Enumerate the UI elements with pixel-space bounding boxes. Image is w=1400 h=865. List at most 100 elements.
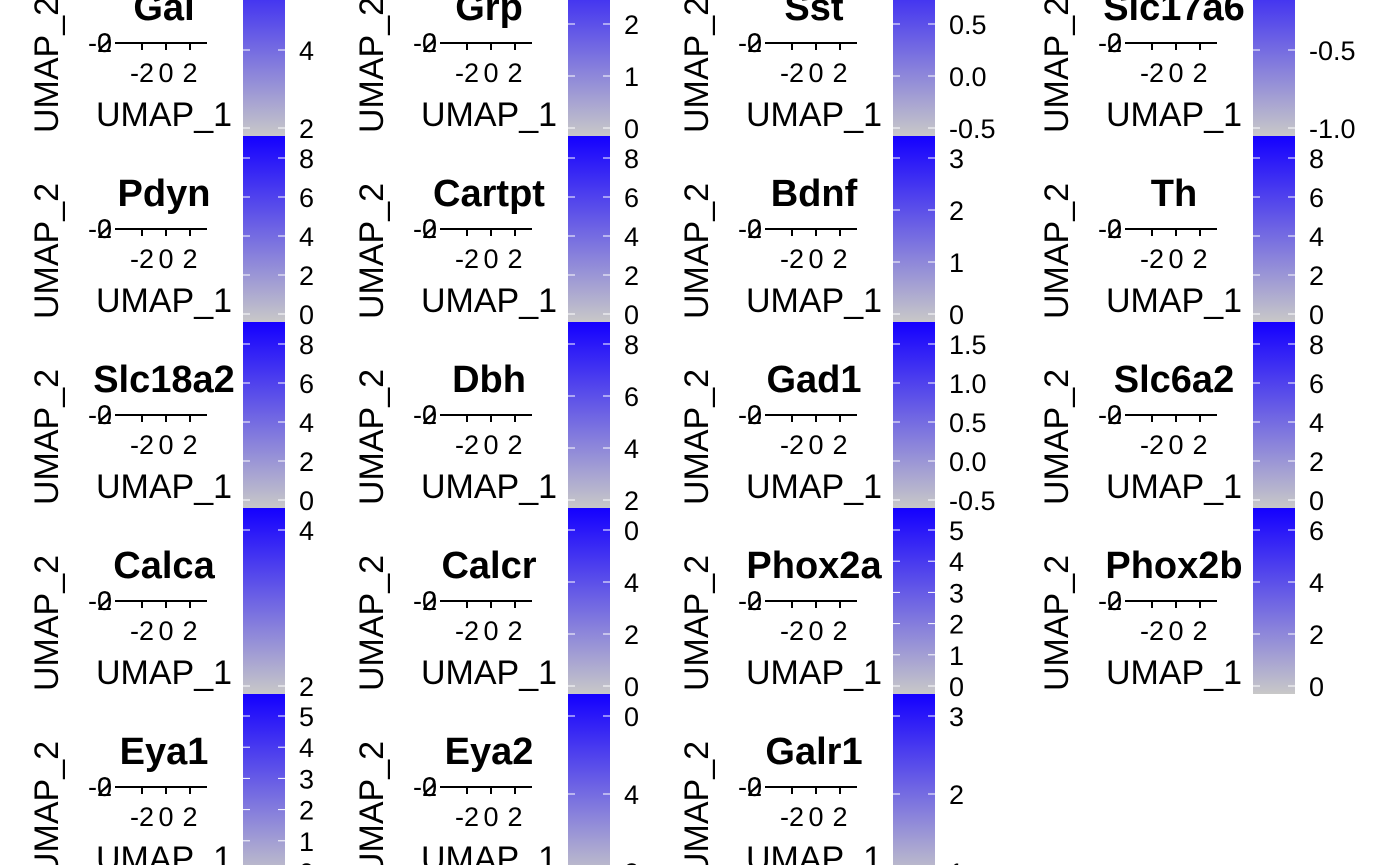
x-tick-label: 0: [483, 58, 498, 88]
legend-tick-label: -1.0: [1309, 114, 1356, 144]
y-tick-label: -2: [1098, 214, 1122, 244]
y-tick-label: 0: [97, 400, 112, 430]
panel-title: Dbh: [452, 359, 526, 401]
y-tick-label: 2: [422, 28, 437, 58]
legend-tick-label: 1: [949, 248, 964, 278]
x-axis-label: UMAP_1: [96, 654, 232, 692]
y-axis-label: UMAP_2: [28, 369, 66, 505]
legend-tick-label: 4: [1309, 222, 1324, 252]
x-tick-label: -2: [1140, 58, 1164, 88]
legend-tick-label: 2: [299, 447, 314, 477]
legend-tick-label: 8: [1309, 330, 1324, 360]
legend-tick-label: 0.5: [949, 10, 987, 40]
y-axis-label: UMAP_2: [28, 741, 66, 865]
x-tick-label: -2: [455, 802, 479, 832]
x-tick-label: 2: [832, 802, 847, 832]
y-axis-label: UMAP_2: [353, 0, 391, 133]
x-tick-label: -2: [780, 244, 804, 274]
x-axis-label: UMAP_1: [746, 468, 882, 506]
x-tick-label: 0: [1168, 244, 1183, 274]
y-tick-label: -2: [88, 772, 112, 802]
y-tick-label: -2: [738, 586, 762, 616]
y-tick-label: 0: [1107, 28, 1122, 58]
y-tick-label: -2: [413, 28, 437, 58]
x-tick-label: 0: [483, 244, 498, 274]
legend-tick-label: 8: [624, 144, 639, 174]
x-tick-label: 2: [507, 802, 522, 832]
legend-tick-label: 2: [299, 672, 314, 702]
x-tick-label: 2: [182, 58, 197, 88]
color-legend-bar: [893, 136, 935, 322]
color-legend-bar: [243, 0, 285, 136]
legend-tick-label: 6: [624, 382, 639, 412]
x-axis-label: UMAP_1: [1106, 468, 1242, 506]
color-legend-bar: [568, 694, 610, 865]
legend-tick-label: 8: [624, 330, 639, 360]
legend-tick-label: 0: [1309, 672, 1324, 702]
x-axis-label: UMAP_1: [96, 282, 232, 320]
legend-tick-label: 2: [949, 196, 964, 226]
y-tick-label: 2: [97, 772, 112, 802]
x-axis-label: UMAP_1: [421, 282, 557, 320]
x-tick-label: 0: [158, 244, 173, 274]
y-tick-label: 2: [422, 214, 437, 244]
color-legend-bar: [893, 322, 935, 508]
legend-tick-label: 0.0: [949, 447, 987, 477]
legend-tick-label: 6: [624, 183, 639, 213]
x-axis-label: UMAP_1: [746, 96, 882, 134]
y-tick-label: 2: [97, 586, 112, 616]
x-tick-label: 2: [182, 616, 197, 646]
color-legend-bar: [243, 508, 285, 694]
legend-tick-label: 4: [299, 36, 314, 66]
color-legend-bar: [568, 508, 610, 694]
legend-tick-label: 2: [299, 261, 314, 291]
legend-tick-label: 1: [949, 858, 964, 865]
y-tick-label: 0: [97, 28, 112, 58]
panel-title: Gal: [133, 0, 194, 29]
panel-title: Calcr: [441, 545, 536, 587]
y-tick-label: 2: [747, 28, 762, 58]
y-axis-label: UMAP_2: [353, 183, 391, 319]
x-tick-label: 2: [182, 802, 197, 832]
x-axis-label: UMAP_1: [746, 840, 882, 865]
legend-tick-label: 0: [949, 672, 964, 702]
x-tick-label: -2: [780, 802, 804, 832]
legend-tick-label: 2: [299, 796, 314, 826]
legend-tick-label: 0.0: [949, 62, 987, 92]
legend-tick-label: 8: [299, 144, 314, 174]
legend-tick-label: 0: [624, 300, 639, 330]
x-tick-label: 0: [1168, 616, 1183, 646]
legend-tick-label: 1: [949, 641, 964, 671]
y-tick-label: 0: [747, 400, 762, 430]
legend-tick-label: 4: [624, 568, 639, 598]
x-tick-label: 0: [158, 58, 173, 88]
legend-tick-label: 2: [624, 620, 639, 650]
y-tick-label: -2: [413, 214, 437, 244]
legend-tick-label: 4: [299, 733, 314, 763]
y-tick-label: 0: [1107, 586, 1122, 616]
color-legend-bar: [893, 508, 935, 694]
x-axis-label: UMAP_1: [96, 840, 232, 865]
x-tick-label: 0: [158, 430, 173, 460]
legend-tick-label: -0.5: [949, 114, 996, 144]
x-tick-label: -2: [455, 430, 479, 460]
y-axis-label: UMAP_2: [28, 183, 66, 319]
y-tick-label: 2: [1107, 586, 1122, 616]
y-tick-label: -2: [738, 214, 762, 244]
y-tick-label: 0: [97, 772, 112, 802]
x-tick-label: 0: [808, 58, 823, 88]
legend-tick-label: 2: [1309, 447, 1324, 477]
panel-title: Phox2b: [1105, 545, 1242, 587]
legend-tick-label: 2: [949, 780, 964, 810]
y-axis-label: UMAP_2: [353, 741, 391, 865]
x-tick-label: -2: [130, 58, 154, 88]
x-axis-label: UMAP_1: [96, 96, 232, 134]
